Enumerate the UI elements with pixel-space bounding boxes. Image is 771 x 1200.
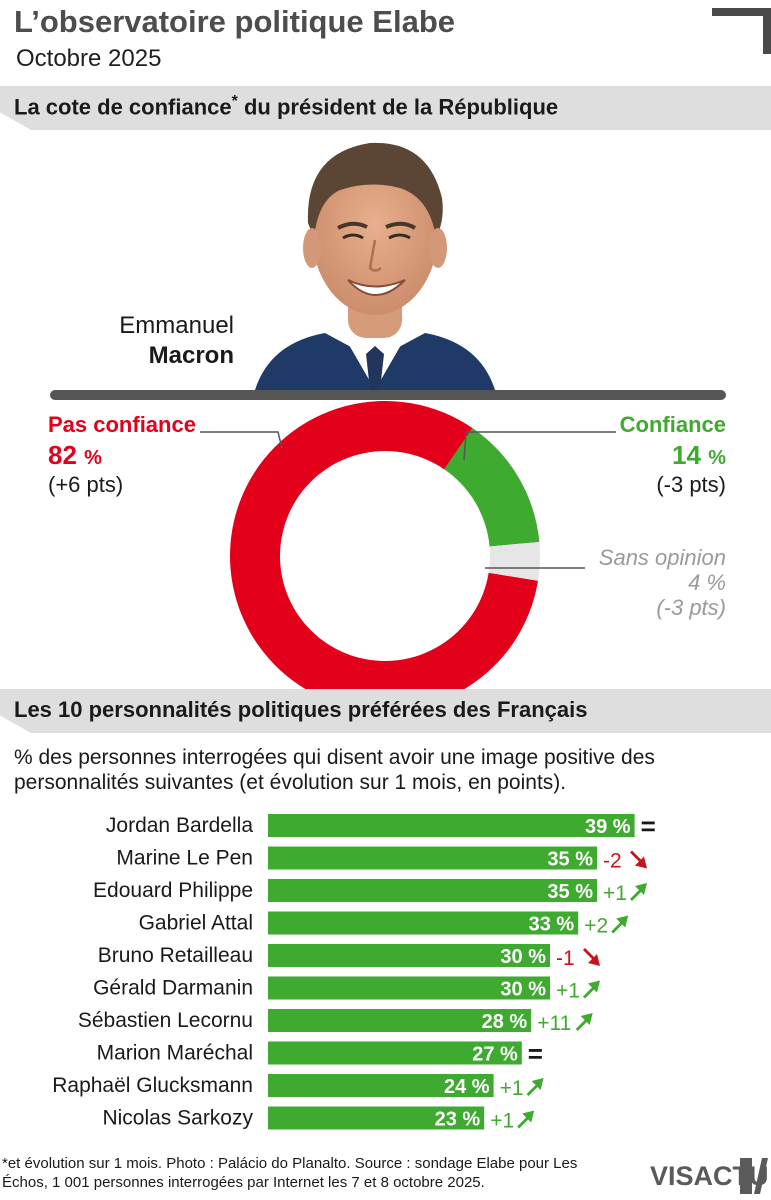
change-label: -2 [603, 850, 622, 873]
bar-value-label: 24 % [444, 1076, 490, 1098]
no-trust-label: Pas confiance [48, 412, 196, 437]
change-label: -1 [556, 947, 575, 970]
change-label: +1 [603, 882, 627, 905]
arrow-up-icon [517, 1110, 535, 1129]
bar-category-label: Nicolas Sarkozy [102, 1107, 253, 1130]
bar-category-label: Marion Maréchal [97, 1042, 253, 1065]
arrow-up-icon [583, 980, 600, 999]
trust-change: (-3 pts) [656, 472, 726, 497]
person-last-name: Macron [148, 342, 234, 369]
section-title-rankings: Les 10 personnalités politiques préférée… [14, 697, 588, 722]
bar [268, 1009, 532, 1032]
bar-category-label: Marine Le Pen [116, 847, 253, 870]
bar-value-label: 27 % [472, 1044, 518, 1066]
corner-bracket-side [763, 8, 771, 54]
arrow-up-icon [611, 915, 629, 934]
change-label: +2 [584, 915, 608, 938]
bar [268, 944, 550, 967]
donut-slice-no-opinion [488, 541, 540, 581]
president-portrait [255, 142, 495, 390]
arrow-down-icon [630, 850, 647, 869]
bar [268, 1041, 522, 1065]
person-first-name: Emmanuel [119, 312, 234, 339]
trust-unit: % [708, 447, 726, 469]
trust-number: 14 [672, 440, 701, 470]
bar-category-label: Gabriel Attal [139, 912, 253, 935]
donut-slice-no-trust [230, 401, 539, 690]
arrow-down-icon [583, 948, 600, 966]
page-title: L’observatoire politique Elabe [14, 4, 455, 39]
no-trust-unit: % [84, 447, 102, 469]
bar [268, 1106, 485, 1130]
bar [268, 911, 579, 935]
chart-description: % des personnes interrogées qui disent a… [14, 746, 655, 794]
visactu-logo: VISACTU [650, 1158, 769, 1194]
bar-value-label: 35 % [547, 881, 593, 903]
section-title-main: La cote de confiance [14, 94, 232, 120]
bar [268, 1074, 494, 1097]
bar-category-label: Bruno Retailleau [98, 944, 253, 967]
change-label: +11 [537, 1012, 571, 1035]
bar-category-label: Jordan Bardella [106, 814, 253, 837]
footnote-marker: * [231, 93, 238, 110]
bar [268, 846, 597, 870]
no-trust-change: (+6 pts) [48, 472, 124, 497]
footnote: *et évolution sur 1 mois. Photo : Paláci… [2, 1155, 578, 1191]
no-trust-number: 82 [48, 440, 77, 470]
bar-value-label: 30 % [500, 946, 546, 968]
arrow-up-icon [575, 1013, 593, 1031]
change-flat-indicator: = [528, 1039, 543, 1069]
arrow-up-icon [526, 1078, 544, 1096]
change-flat-indicator: = [641, 811, 656, 841]
bar-category-label: Gérald Darmanin [93, 977, 253, 1000]
bar-value-label: 30 % [500, 979, 546, 1001]
donut-slice-trust [444, 428, 540, 547]
no-trust-value: 82 % [48, 440, 102, 471]
divider-bar [50, 390, 726, 400]
bar [268, 879, 597, 902]
bar-category-label: Sébastien Lecornu [78, 1009, 253, 1032]
bar-value-label: 39 % [585, 816, 631, 838]
arrow-up-icon [630, 883, 647, 901]
change-label: +1 [490, 1110, 514, 1133]
bar-category-label: Raphaël Glucksmann [52, 1074, 253, 1097]
bar [268, 976, 550, 1000]
trust-label: Confiance [619, 412, 726, 437]
bar-value-label: 28 % [482, 1011, 528, 1033]
section-banner-rankings [0, 689, 771, 733]
confidence-donut-chart [200, 401, 616, 690]
no-opinion-value: 4 % [688, 570, 726, 595]
bar-value-label: 23 % [435, 1109, 481, 1131]
change-label: +1 [500, 1077, 524, 1100]
leader-line-no-trust [200, 431, 283, 449]
section-banner-confidence [0, 86, 771, 130]
bar [268, 814, 635, 837]
leader-line-trust [463, 431, 616, 461]
page-subtitle: Octobre 2025 [16, 45, 162, 72]
popularity-bar-chart: Jordan Bardella 39 % = Marine Le Pen 35 % -2 E… [52, 811, 656, 1133]
no-opinion-change: (-3 pts) [656, 595, 726, 620]
bar-value-label: 35 % [547, 849, 593, 871]
trust-value: 14 % [672, 440, 726, 471]
no-opinion-label: Sans opinion [598, 545, 726, 570]
bar-value-label: 33 % [529, 914, 575, 936]
bar-category-label: Edouard Philippe [93, 879, 253, 902]
corner-bracket-top [712, 8, 771, 16]
change-label: +1 [556, 980, 580, 1003]
section-title-rest: du président de la République [237, 94, 559, 120]
section-title-confidence: La cote de confiance* du président de la… [14, 93, 558, 120]
